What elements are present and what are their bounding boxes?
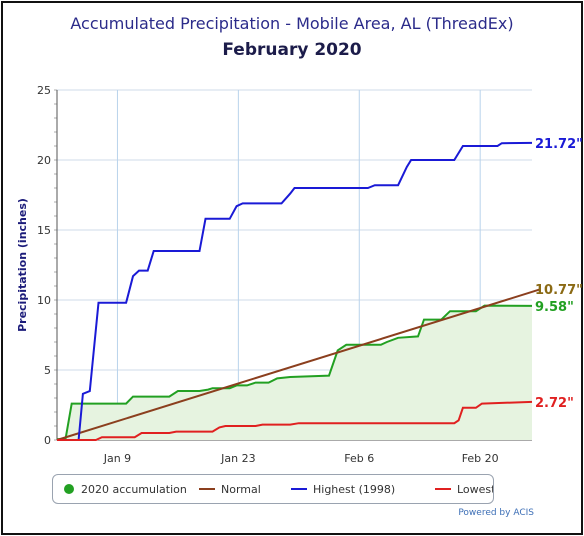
y-tick-label: 25 <box>37 84 51 97</box>
series-line-lowest-1954- <box>57 400 533 441</box>
y-tick-label: 5 <box>44 364 51 377</box>
y-tick-label: 15 <box>37 224 51 237</box>
credit-link[interactable]: Powered by ACIS <box>458 508 534 518</box>
legend-label: Highest (1998) <box>313 483 395 496</box>
end-value-label: 9.58" <box>535 300 574 315</box>
series-line-normal <box>56 288 541 441</box>
x-tick-label: Feb 6 <box>344 452 374 465</box>
y-tick-label: 10 <box>37 294 51 307</box>
series-area-2020 <box>57 305 532 440</box>
y-tick-label: 20 <box>37 154 51 167</box>
end-value-label: 10.77" <box>535 283 583 298</box>
x-tick-label: Feb 20 <box>462 452 499 465</box>
series-line-highest-1998- <box>57 141 533 441</box>
x-tick-label: Jan 9 <box>103 452 131 465</box>
end-value-label: 21.72" <box>535 137 583 152</box>
series-line-2020-accumulation <box>56 304 533 441</box>
legend-label: Normal <box>221 483 261 496</box>
legend-marker <box>64 484 74 494</box>
chart-legend: 2020 accumulation Normal Highest (1998) Low… <box>52 474 494 504</box>
y-axis-label: Precipitation (inches) <box>16 198 29 332</box>
y-tick-label: 0 <box>44 434 51 447</box>
legend-label: Lowest (1954) <box>457 483 493 496</box>
legend-label: 2020 accumulation <box>81 483 187 496</box>
x-tick-label: Jan 23 <box>220 452 255 465</box>
end-value-label: 2.72" <box>535 396 574 411</box>
chart-title: Accumulated Precipitation - Mobile Area,… <box>70 14 514 33</box>
legend-items: 2020 accumulation Normal Highest (1998) Low… <box>64 483 493 496</box>
chart-subtitle: February 2020 <box>222 40 362 60</box>
